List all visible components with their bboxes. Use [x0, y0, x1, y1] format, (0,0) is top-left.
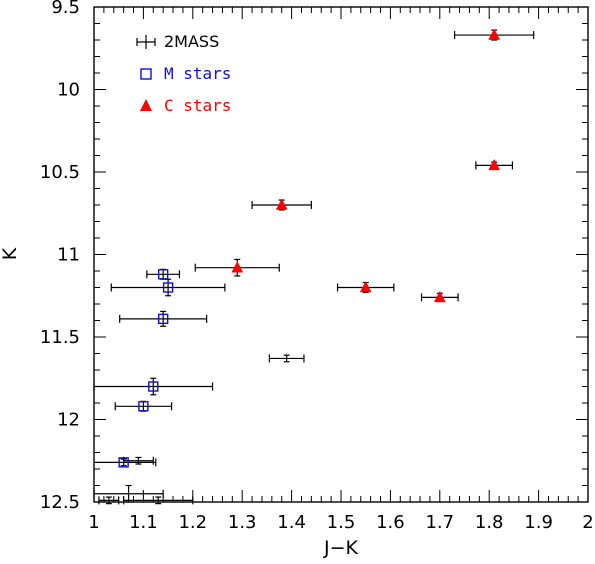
errorbar-2mass — [268, 354, 305, 363]
m-star-point — [138, 401, 149, 412]
c-star-point — [488, 28, 501, 40]
plot-frame — [93, 6, 589, 503]
c-star-point — [359, 280, 372, 293]
legend-m-stars-label: M stars — [164, 64, 231, 83]
x-tick-label: 1.6 — [376, 512, 405, 533]
c-star-point — [433, 290, 446, 303]
x-tick-label: 1.9 — [524, 512, 553, 533]
errorbar-2mass — [93, 377, 214, 396]
errorbars-layer — [93, 29, 535, 505]
legend-c-stars-marker — [140, 99, 152, 111]
y-tick-label: 11.5 — [40, 327, 80, 348]
x-tick-label: 1.8 — [475, 512, 504, 533]
legend-entry-2mass: 2MASS — [136, 32, 219, 51]
x-tick-label: 2 — [582, 512, 593, 533]
errorbar-2mass — [98, 496, 120, 505]
y-axis-label: K — [0, 247, 21, 260]
c-star-point — [231, 261, 244, 273]
c-star-point — [275, 198, 288, 210]
errorbar-2mass — [114, 400, 173, 412]
errorbar-2mass — [146, 268, 181, 280]
x-tick-label: 1.4 — [277, 512, 306, 533]
m-star-point — [118, 457, 129, 468]
errorbar-2mass — [110, 278, 226, 297]
legend: 2MASS M stars C stars — [136, 32, 231, 115]
x-tick-labels: 1 1.1 1.2 1.3 1.4 1.5 1.6 1.7 1.8 1.9 2 — [88, 512, 593, 533]
legend-entry-c-stars: C stars — [140, 96, 231, 115]
x-tick-label: 1.3 — [228, 512, 257, 533]
legend-entry-m-stars: M stars — [140, 64, 231, 83]
m-star-point — [157, 269, 169, 280]
errorbar-2mass — [94, 458, 157, 467]
y-tick-label: 12 — [57, 410, 80, 431]
x-tick-label: 1 — [88, 512, 99, 533]
m-star-point — [157, 313, 169, 325]
m-star-point — [162, 282, 174, 293]
y-tick-label: 10 — [57, 80, 80, 101]
y-tick-labels: 9.5 10 10.5 11 11.5 12 12.5 — [40, 0, 80, 513]
x-tick-label: 1.1 — [129, 512, 158, 533]
x-tick-label: 1.7 — [425, 512, 454, 533]
m-star-point — [148, 381, 159, 392]
x-axis-label: J−K — [323, 537, 359, 559]
legend-2mass-label: 2MASS — [164, 32, 219, 51]
legend-c-stars-label: C stars — [164, 96, 231, 115]
markers-layer — [118, 28, 501, 468]
x-tick-label: 1.5 — [327, 512, 356, 533]
x-tick-label: 1.2 — [178, 512, 207, 533]
y-tick-label: 9.5 — [51, 0, 80, 18]
c-star-point — [488, 158, 501, 171]
legend-m-stars-marker — [140, 68, 152, 80]
y-tick-label: 12.5 — [40, 492, 80, 513]
y-tick-label: 10.5 — [40, 162, 80, 183]
y-tick-label: 11 — [57, 245, 80, 266]
errorbar-2mass — [119, 310, 208, 327]
